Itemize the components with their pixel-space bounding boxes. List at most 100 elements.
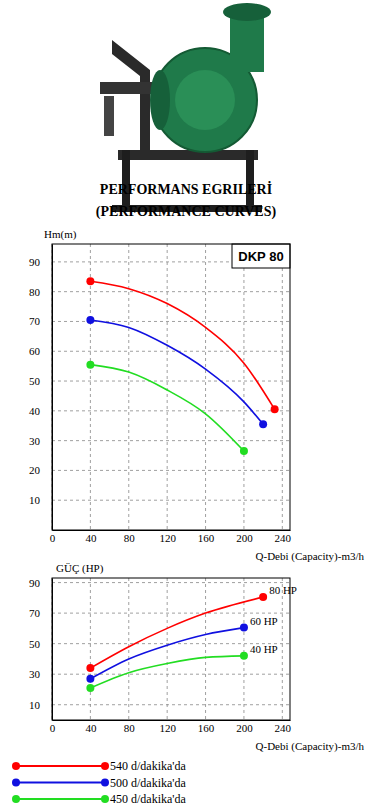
series-label: 40 HP <box>250 643 278 655</box>
grid-line <box>167 244 168 530</box>
grid-line <box>52 582 290 583</box>
series-marker <box>86 675 94 683</box>
page-subtitle: (PERFORMANCE CURVES) <box>96 204 277 220</box>
series-marker <box>240 447 248 455</box>
series-marker <box>240 652 248 660</box>
series-marker <box>259 593 267 601</box>
legend-marker <box>12 779 20 787</box>
x-axis: 04080120160200240 <box>50 530 292 544</box>
grid-line <box>282 578 283 720</box>
x-tick-label: 200 <box>236 722 253 734</box>
grid-line <box>243 244 244 530</box>
plot-frame <box>52 578 290 720</box>
x-tick-label: 0 <box>50 532 56 544</box>
grid-line <box>52 440 290 441</box>
grid-line <box>205 244 206 530</box>
y-tick-label: 90 <box>29 577 41 589</box>
y-tick-label: 80 <box>29 286 41 298</box>
grid-line <box>52 704 290 705</box>
x-tick-label: 40 <box>85 532 97 544</box>
x-tick: 80 <box>124 530 136 544</box>
series-marker <box>86 664 94 672</box>
grid-line <box>205 578 206 720</box>
grid-line <box>52 500 290 501</box>
grid-line <box>90 578 91 720</box>
plot-background <box>52 578 290 720</box>
grid-line <box>90 244 91 530</box>
stand-top <box>118 150 258 160</box>
y-tick: 60 <box>29 345 52 357</box>
y-tick: 20 <box>29 464 52 476</box>
grid-line <box>128 578 129 720</box>
grid-line <box>52 291 290 292</box>
x-tick: 200 <box>236 720 253 734</box>
y-axis-title: Hm(m) <box>44 228 77 241</box>
series-line <box>90 656 244 688</box>
x-tick-label: 0 <box>50 722 56 734</box>
y-tick: 80 <box>29 286 52 298</box>
grid-line <box>167 578 168 720</box>
y-tick: 70 <box>29 315 52 327</box>
x-tick-label: 80 <box>124 532 136 544</box>
grid <box>52 244 290 530</box>
grid-line <box>52 470 290 471</box>
y-tick-label: 40 <box>29 405 41 417</box>
series-line <box>90 628 244 679</box>
grid-line <box>128 244 129 530</box>
legend-marker <box>101 762 109 770</box>
series-marker <box>240 624 248 632</box>
plot-area <box>86 593 267 692</box>
y-tick: 40 <box>29 405 52 417</box>
x-tick: 160 <box>198 530 215 544</box>
y-tick-label: 20 <box>29 464 41 476</box>
grid-line <box>52 410 290 411</box>
x-axis-title: Q-Debi (Capacity)-m3/h <box>256 550 365 563</box>
legend-swatch <box>16 782 105 784</box>
y-tick-label: 30 <box>29 435 41 447</box>
series-line <box>90 320 263 424</box>
x-tick: 0 <box>50 530 56 544</box>
x-tick: 160 <box>198 720 215 734</box>
legend-swatch <box>16 765 105 767</box>
x-axis-title: Q-Debi (Capacity)-m3/h <box>256 740 365 753</box>
legend-label: 450 d/dakika'da <box>110 792 186 806</box>
page-title: PERFORMANS EGRILERİ <box>100 181 272 197</box>
chart-title: DKP 80 <box>238 249 283 264</box>
series-marker <box>259 420 267 428</box>
legend-marker <box>12 795 20 803</box>
y-tick: 30 <box>29 435 52 447</box>
x-tick-label: 200 <box>236 532 253 544</box>
y-axis-line <box>52 245 53 531</box>
y-tick: 90 <box>29 256 52 268</box>
grid <box>52 578 290 720</box>
y-tick-label: 50 <box>29 638 41 650</box>
grid-line <box>52 613 290 614</box>
y-tick-label: 10 <box>29 494 41 506</box>
page: PERFORMANS EGRILERİ (PERFORMANCE CURVES) D… <box>0 0 368 808</box>
y-axis-title: GÜÇ (HP) <box>56 562 104 575</box>
series-labels: 80 HP60 HP40 HP <box>250 584 297 655</box>
x-tick-label: 240 <box>275 722 292 734</box>
series-line <box>90 365 244 451</box>
y-tick: 10 <box>29 699 52 711</box>
x-tick: 240 <box>275 720 292 734</box>
grid-line <box>243 578 244 720</box>
series-line <box>90 281 274 409</box>
chart: DKP 800408012016020024010203040506070809… <box>29 228 364 563</box>
y-tick-label: 60 <box>29 345 41 357</box>
y-tick-label: 70 <box>29 315 41 327</box>
legend: 540 d/dakika'da500 d/dakika'da450 d/daki… <box>12 759 186 806</box>
hitch-frame <box>112 40 150 150</box>
y-tick: 50 <box>29 375 52 387</box>
y-tick-label: 10 <box>29 699 41 711</box>
grid-line <box>52 351 290 352</box>
y-tick-label: 70 <box>29 607 41 619</box>
x-tick: 200 <box>236 530 253 544</box>
x-axis: 04080120160200240 <box>50 720 292 734</box>
series-marker <box>86 361 94 369</box>
pump-cover <box>175 70 235 130</box>
legend-swatch <box>16 798 105 800</box>
legend-marker <box>101 795 109 803</box>
y-tick: 30 <box>29 668 52 680</box>
legend-label: 500 d/dakika'da <box>110 776 186 790</box>
